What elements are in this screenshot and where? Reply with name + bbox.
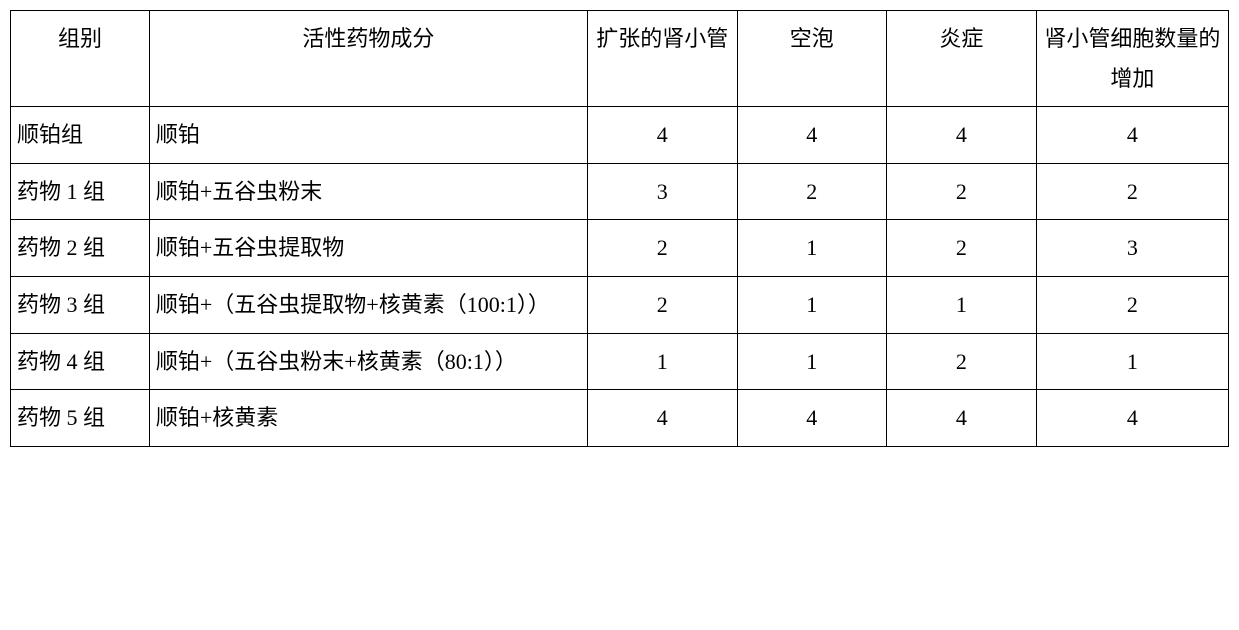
cell-vacuole: 2 (737, 163, 887, 220)
cell-vacuole: 1 (737, 333, 887, 390)
table-body: 顺铂组 顺铂 4 4 4 4 药物 1 组 顺铂+五谷虫粉末 3 2 2 2 药… (11, 107, 1229, 447)
table-header-row: 组别 活性药物成分 扩张的肾小管 空泡 炎症 肾小管细胞数量的增加 (11, 11, 1229, 107)
cell-inflammation: 4 (887, 390, 1037, 447)
cell-inflammation: 2 (887, 333, 1037, 390)
table-row: 药物 5 组 顺铂+核黄素 4 4 4 4 (11, 390, 1229, 447)
cell-inflammation: 2 (887, 220, 1037, 277)
cell-group: 药物 2 组 (11, 220, 150, 277)
cell-dilated-tubules: 2 (587, 276, 737, 333)
cell-group: 药物 3 组 (11, 276, 150, 333)
table-row: 药物 4 组 顺铂+（五谷虫粉末+核黄素（80:1）） 1 1 2 1 (11, 333, 1229, 390)
header-group: 组别 (11, 11, 150, 107)
cell-ingredient: 顺铂+五谷虫粉末 (149, 163, 587, 220)
cell-ingredient: 顺铂+核黄素 (149, 390, 587, 447)
cell-group: 药物 1 组 (11, 163, 150, 220)
header-vacuole: 空泡 (737, 11, 887, 107)
cell-tubule-cell-increase: 2 (1036, 163, 1228, 220)
cell-tubule-cell-increase: 4 (1036, 107, 1228, 164)
cell-ingredient: 顺铂 (149, 107, 587, 164)
cell-group: 药物 4 组 (11, 333, 150, 390)
cell-group: 顺铂组 (11, 107, 150, 164)
cell-tubule-cell-increase: 1 (1036, 333, 1228, 390)
table-row: 药物 3 组 顺铂+（五谷虫提取物+核黄素（100:1）） 2 1 1 2 (11, 276, 1229, 333)
cell-ingredient: 顺铂+（五谷虫粉末+核黄素（80:1）） (149, 333, 587, 390)
cell-vacuole: 1 (737, 276, 887, 333)
header-ingredient: 活性药物成分 (149, 11, 587, 107)
cell-tubule-cell-increase: 4 (1036, 390, 1228, 447)
cell-inflammation: 1 (887, 276, 1037, 333)
cell-dilated-tubules: 4 (587, 390, 737, 447)
cell-vacuole: 1 (737, 220, 887, 277)
cell-vacuole: 4 (737, 107, 887, 164)
header-tubule-cell-increase: 肾小管细胞数量的增加 (1036, 11, 1228, 107)
cell-group: 药物 5 组 (11, 390, 150, 447)
cell-vacuole: 4 (737, 390, 887, 447)
cell-dilated-tubules: 1 (587, 333, 737, 390)
header-dilated-tubules: 扩张的肾小管 (587, 11, 737, 107)
cell-dilated-tubules: 4 (587, 107, 737, 164)
data-table: 组别 活性药物成分 扩张的肾小管 空泡 炎症 肾小管细胞数量的增加 顺铂组 顺铂… (10, 10, 1229, 447)
table-row: 药物 1 组 顺铂+五谷虫粉末 3 2 2 2 (11, 163, 1229, 220)
cell-dilated-tubules: 2 (587, 220, 737, 277)
table-row: 药物 2 组 顺铂+五谷虫提取物 2 1 2 3 (11, 220, 1229, 277)
cell-dilated-tubules: 3 (587, 163, 737, 220)
cell-inflammation: 4 (887, 107, 1037, 164)
cell-tubule-cell-increase: 2 (1036, 276, 1228, 333)
cell-tubule-cell-increase: 3 (1036, 220, 1228, 277)
table-row: 顺铂组 顺铂 4 4 4 4 (11, 107, 1229, 164)
cell-ingredient: 顺铂+五谷虫提取物 (149, 220, 587, 277)
header-inflammation: 炎症 (887, 11, 1037, 107)
cell-ingredient: 顺铂+（五谷虫提取物+核黄素（100:1）） (149, 276, 587, 333)
cell-inflammation: 2 (887, 163, 1037, 220)
